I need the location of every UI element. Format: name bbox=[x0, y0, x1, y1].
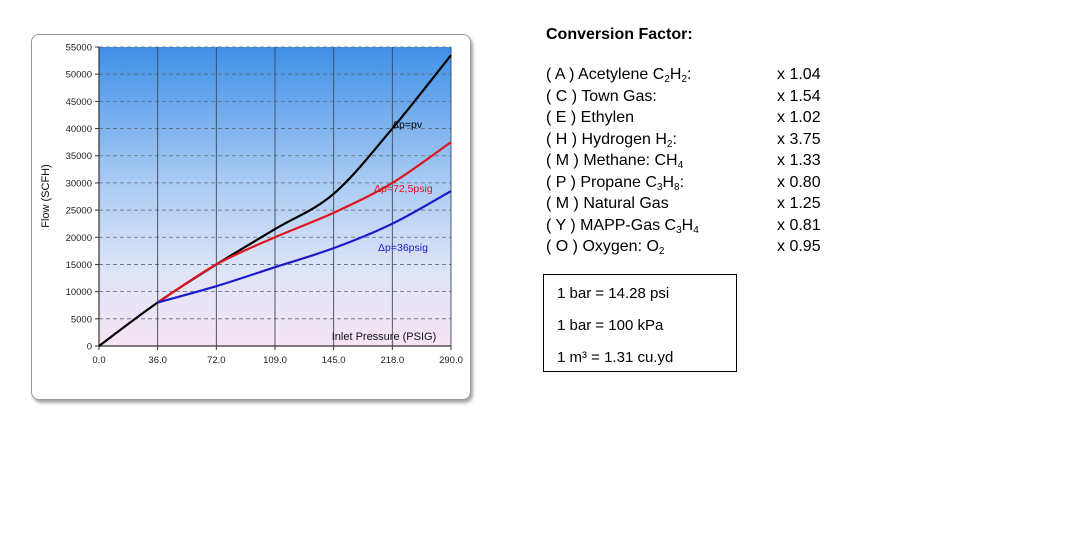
chart-card: 0 5000 10000 15000 20000 25000 30000 35000 40000… bbox=[31, 34, 471, 400]
factor-name: ( P ) Propane C3H8: bbox=[546, 172, 684, 194]
y-tick-label: 10000 bbox=[66, 287, 92, 298]
factor-value: x 0.95 bbox=[777, 238, 821, 255]
unit-line: 1 bar = 14.28 psi bbox=[557, 285, 670, 302]
factor-subscript: 3 bbox=[656, 181, 663, 193]
factor-row: ( C ) Town Gas: x 1.54 bbox=[546, 86, 846, 108]
factor-name: ( O ) Oxygen: O2 bbox=[546, 236, 664, 258]
y-tick-label: 25000 bbox=[66, 206, 92, 217]
factor-value: x 1.33 bbox=[777, 152, 821, 169]
factor-text: : bbox=[672, 130, 677, 148]
y-tick-label: 15000 bbox=[66, 260, 92, 271]
factor-text: ( C ) Town Gas: bbox=[546, 87, 657, 105]
y-tick-label: 0 bbox=[87, 342, 92, 353]
factor-text: H bbox=[662, 173, 674, 191]
y-tick-label: 40000 bbox=[66, 124, 92, 135]
conversion-title: Conversion Factor: bbox=[546, 26, 693, 43]
factor-value: x 1.02 bbox=[777, 109, 821, 126]
factor-value: x 3.75 bbox=[777, 130, 821, 148]
x-tick-label: 290.0 bbox=[439, 355, 463, 366]
factor-list: ( A ) Acetylene C2H2: x 1.04( C ) Town Ga… bbox=[546, 64, 846, 258]
factor-subscript: 4 bbox=[693, 224, 699, 236]
factor-name: ( Y ) MAPP-Gas C3H4 bbox=[546, 215, 699, 237]
factor-value: x 0.81 bbox=[777, 216, 821, 234]
factor-row: ( M ) Methane: CH4 x 1.33 bbox=[546, 150, 846, 172]
unit-line: 1 m³ = 1.31 cu.yd bbox=[557, 349, 674, 366]
factor-text: ( O ) Oxygen: O bbox=[546, 238, 659, 255]
units-box: 1 bar = 14.28 psi 1 bar = 100 kPa 1 m³ =… bbox=[543, 274, 737, 372]
y-tick-label: 55000 bbox=[66, 43, 92, 54]
factor-row: ( Y ) MAPP-Gas C3H4 x 0.81 bbox=[546, 215, 846, 237]
x-tick-label: 109.0 bbox=[263, 355, 287, 366]
unit-line: 1 bar = 100 kPa bbox=[557, 317, 664, 334]
factor-text: ( M ) Methane: CH bbox=[546, 152, 678, 169]
flow-chart: 0 5000 10000 15000 20000 25000 30000 35000 40000… bbox=[40, 43, 463, 367]
y-tick-label: 50000 bbox=[66, 70, 92, 81]
x-axis-title: Inlet Pressure (PSIG) bbox=[332, 331, 437, 343]
factor-name: ( M ) Natural Gas bbox=[546, 193, 669, 215]
factor-text: H bbox=[669, 66, 682, 83]
series-label-72-5psig: Δp=72,5psig bbox=[374, 183, 433, 195]
x-tick-label: 72.0 bbox=[207, 355, 226, 366]
factor-name: ( M ) Methane: CH4 bbox=[546, 150, 683, 172]
factor-text: ( M ) Natural Gas bbox=[546, 195, 669, 212]
factor-row: ( M ) Natural Gas x 1.25 bbox=[546, 193, 846, 215]
factor-value: x 1.25 bbox=[777, 195, 821, 212]
factor-text: ( A ) Acetylene C bbox=[546, 66, 665, 83]
factor-row: ( A ) Acetylene C2H2: x 1.04 bbox=[546, 64, 846, 86]
y-tick-label: 35000 bbox=[66, 151, 92, 162]
x-tick-label: 145.0 bbox=[322, 355, 346, 366]
x-tick-label: 0.0 bbox=[92, 355, 105, 366]
series-line-36psig bbox=[157, 190, 452, 304]
series-label-36psig: Δp=36psig bbox=[378, 242, 428, 254]
factor-subscript: 3 bbox=[676, 224, 682, 236]
series-label-pv: Δp=pv bbox=[392, 119, 423, 131]
factor-row: ( P ) Propane C3H8: x 0.80 bbox=[546, 172, 846, 194]
y-tick-label: 45000 bbox=[66, 97, 92, 108]
factor-value: x 1.54 bbox=[777, 87, 821, 105]
factor-text: : bbox=[686, 66, 692, 83]
factor-subscript: 2 bbox=[664, 74, 670, 85]
conversion-panel: Conversion Factor: ( A ) Acetylene C2H2:… bbox=[546, 26, 846, 258]
factor-subscript: 8 bbox=[674, 181, 680, 193]
factor-text: ( H ) Hydrogen H bbox=[546, 130, 667, 148]
factor-subscript: 2 bbox=[658, 246, 665, 257]
factor-text: ( P ) Propane C bbox=[546, 173, 657, 191]
y-tick-label: 30000 bbox=[66, 178, 92, 189]
factor-name: ( C ) Town Gas: bbox=[546, 86, 657, 108]
x-tick-label: 36.0 bbox=[148, 355, 167, 366]
factor-row: ( E ) Ethylen x 1.02 bbox=[546, 107, 846, 129]
factor-text: ( Y ) MAPP-Gas C bbox=[546, 216, 677, 234]
factor-text: ( E ) Ethylen bbox=[546, 109, 635, 126]
factor-subscript: 4 bbox=[677, 160, 684, 171]
factor-row: ( O ) Oxygen: O2 x 0.95 bbox=[546, 236, 846, 258]
factor-name: ( A ) Acetylene C2H2: bbox=[546, 64, 691, 86]
factor-name: ( E ) Ethylen bbox=[546, 107, 634, 129]
factor-subscript: 2 bbox=[681, 74, 687, 85]
factor-text: H bbox=[681, 216, 694, 234]
factor-value: x 0.80 bbox=[777, 173, 821, 191]
y-axis-title: Flow (SCFH) bbox=[40, 164, 52, 228]
x-tick-label: 218.0 bbox=[380, 355, 404, 366]
y-tick-label: 20000 bbox=[66, 233, 92, 244]
factor-subscript: 2 bbox=[666, 138, 673, 150]
factor-text: : bbox=[679, 173, 685, 191]
y-tick-label: 5000 bbox=[71, 314, 92, 325]
factor-value: x 1.04 bbox=[777, 66, 821, 83]
factor-row: ( H ) Hydrogen H2: x 3.75 bbox=[546, 129, 846, 151]
series-line-72-5psig bbox=[157, 141, 452, 304]
factor-name: ( H ) Hydrogen H2: bbox=[546, 129, 677, 151]
